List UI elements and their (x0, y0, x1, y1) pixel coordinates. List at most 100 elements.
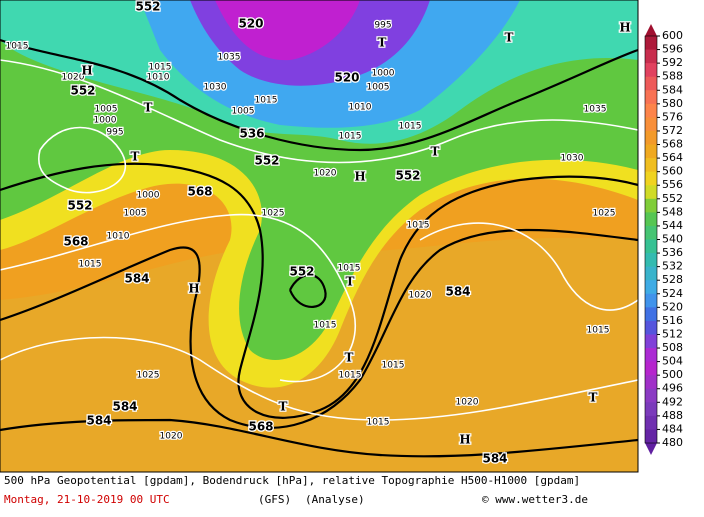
colorbar-label: 516 (662, 314, 683, 327)
colorbar-cell (645, 225, 657, 240)
geopotential-label: 568 (187, 185, 212, 199)
geopotential-label: 552 (67, 199, 92, 213)
colorbar-label: 600 (662, 29, 683, 42)
pressure-label: 1015 (339, 132, 362, 142)
pressure-label: 1000 (372, 69, 395, 79)
geopotential-label: 568 (248, 420, 273, 434)
colorbar-cell (645, 76, 657, 91)
pressure-center: H (354, 170, 365, 184)
geopotential-label: 584 (482, 452, 507, 466)
pressure-center: T (279, 400, 288, 414)
pressure-label: 1020 (456, 398, 479, 408)
colorbar-label: 488 (662, 409, 683, 422)
colorbar-cell (645, 280, 657, 295)
colorbar-cell (645, 144, 657, 159)
colorbar-cell (645, 171, 657, 186)
pressure-label: 1020 (314, 169, 337, 179)
colorbar-label: 560 (662, 165, 683, 178)
pressure-label: 1020 (409, 291, 432, 301)
colorbar-arrow-bottom (645, 443, 657, 455)
pressure-label: 1020 (160, 432, 183, 442)
pressure-label: 1030 (561, 154, 584, 164)
colorbar-cell (645, 307, 657, 322)
colorbar-label: 492 (662, 395, 683, 408)
pressure-label: 1015 (255, 96, 278, 106)
colorbar-cell (645, 293, 657, 308)
pressure-label: 1015 (149, 63, 172, 73)
colorbar-cell (645, 320, 657, 335)
colorbar-label: 580 (662, 97, 683, 110)
pressure-label: 1030 (204, 83, 227, 93)
pressure-label: 1015 (6, 42, 29, 52)
colorbar-cell (645, 185, 657, 200)
colorbar-cell (645, 90, 657, 105)
pressure-label: 1015 (382, 361, 405, 371)
pressure-center: H (188, 282, 199, 296)
colorbar-cell (645, 388, 657, 403)
colorbar-cell (645, 36, 657, 51)
colorbar-label: 528 (662, 273, 683, 286)
colorbar-cell (645, 198, 657, 213)
pressure-center: T (144, 101, 153, 115)
footer-date: Montag, 21-10-2019 00 UTC (4, 493, 170, 506)
colorbar-cell (645, 212, 657, 227)
pressure-label: 1015 (338, 264, 361, 274)
colorbar-label: 520 (662, 300, 683, 313)
colorbar-cell (645, 348, 657, 363)
geopotential-label: 552 (135, 0, 160, 14)
colorbar-cell (645, 103, 657, 118)
pressure-label: 1025 (262, 209, 285, 219)
geopotential-label: 552 (289, 265, 314, 279)
pressure-label: 995 (374, 21, 391, 31)
pressure-label: 1035 (218, 53, 241, 63)
colorbar-label: 508 (662, 341, 683, 354)
map-background (0, 0, 638, 472)
colorbar-label: 556 (662, 178, 683, 191)
pressure-center: T (378, 36, 387, 50)
pressure-center: H (81, 64, 92, 78)
pressure-label: 1015 (314, 321, 337, 331)
pressure-label: 1015 (367, 418, 390, 428)
pressure-center: T (589, 391, 598, 405)
pressure-center: H (619, 21, 630, 35)
geopotential-label: 520 (334, 71, 359, 85)
geopotential-label: 552 (254, 154, 279, 168)
colorbar-cell (645, 130, 657, 146)
pressure-label: 1025 (593, 209, 616, 219)
geopotential-label: 520 (238, 17, 263, 31)
footer-copyright: © www.wetter3.de (482, 493, 588, 506)
colorbar-label: 496 (662, 382, 683, 395)
colorbar-label: 536 (662, 246, 683, 259)
colorbar-arrow-top (645, 24, 657, 36)
colorbar-cell (645, 239, 657, 254)
pressure-center: T (431, 145, 440, 159)
colorbar-label: 572 (662, 124, 683, 137)
colorbar-label: 596 (662, 43, 683, 56)
colorbar-label: 564 (662, 151, 683, 164)
colorbar-label: 540 (662, 233, 683, 246)
pressure-center: H (459, 433, 470, 447)
pressure-label: 1005 (232, 107, 255, 117)
pressure-label: 1000 (94, 116, 117, 126)
pressure-label: 1010 (107, 232, 130, 242)
pressure-label: 1005 (367, 83, 390, 93)
geopotential-label: 552 (395, 169, 420, 183)
geopotential-label: 584 (124, 272, 149, 286)
pressure-label: 1025 (137, 371, 160, 381)
pressure-label: 1015 (79, 260, 102, 270)
colorbar-label: 592 (662, 56, 683, 69)
pressure-label: 1010 (349, 103, 372, 113)
pressure-label: 1000 (137, 191, 160, 201)
colorbar-cell (645, 415, 657, 430)
colorbar-label: 500 (662, 368, 683, 381)
colorbar-cell (645, 49, 657, 64)
pressure-label: 1010 (147, 73, 170, 83)
colorbar-label: 588 (662, 70, 683, 83)
colorbar-cell (645, 253, 657, 268)
pressure-center: T (131, 150, 140, 164)
geopotential-label: 536 (239, 127, 264, 141)
pressure-label: 1015 (587, 326, 610, 336)
colorbar-label: 480 (662, 436, 683, 449)
geopotential-label: 584 (445, 285, 470, 299)
